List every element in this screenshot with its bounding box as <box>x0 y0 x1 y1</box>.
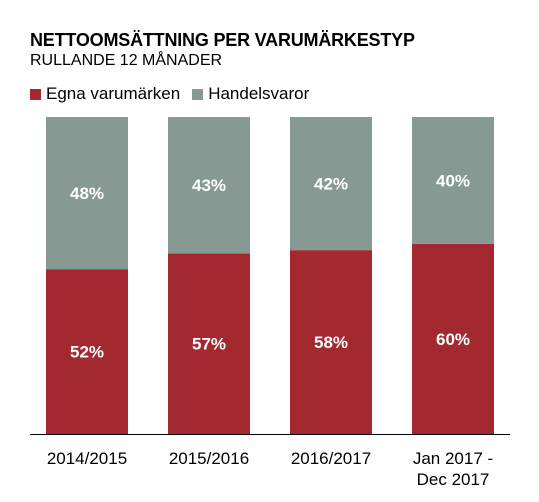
bar-egna-2 <box>290 250 372 434</box>
data-label-handelsvaror-2: 42% <box>314 175 348 194</box>
category-label-0: 2014/2015 <box>47 449 127 468</box>
chart-subtitle: RULLANDE 12 MÅNADER <box>30 52 223 69</box>
bar-handelsvaror-0 <box>46 117 128 270</box>
data-label-egna-0: 52% <box>70 343 104 362</box>
category-label-2: 2016/2017 <box>291 449 371 468</box>
data-label-handelsvaror-0: 48% <box>70 184 104 203</box>
bar-egna-3 <box>412 243 494 434</box>
bar-egna-0 <box>46 269 128 434</box>
category-label-3-line-0: Jan 2017 - <box>413 449 493 468</box>
bar-handelsvaror-1 <box>168 117 250 254</box>
category-label-3-line-1: Dec 2017 <box>417 470 490 489</box>
chart-title: NETTOOMSÄTTNING PER VARUMÄRKESTYP <box>30 30 415 50</box>
bar-handelsvaror-3 <box>412 117 494 244</box>
legend-item-egna: Egna varumärken <box>30 84 180 104</box>
data-label-handelsvaror-3: 40% <box>436 171 470 190</box>
legend-swatch-egna <box>30 88 41 100</box>
legend-label-egna: Egna varumärken <box>46 84 181 103</box>
legend: Egna varumärken Handelsvaror <box>30 84 321 104</box>
legend-swatch-handelsvaror <box>192 88 204 100</box>
bar-handelsvaror-2 <box>290 117 372 251</box>
data-label-egna-3: 60% <box>436 330 470 349</box>
legend-item-handelsvaror: Handelsvaror <box>192 84 309 104</box>
legend-label-handelsvaror: Handelsvaror <box>208 84 310 103</box>
category-label-1: 2015/2016 <box>169 449 249 468</box>
data-label-egna-1: 57% <box>192 335 226 354</box>
data-label-egna-2: 58% <box>314 333 348 352</box>
data-label-handelsvaror-1: 43% <box>192 176 226 195</box>
bar-egna-1 <box>168 253 250 434</box>
